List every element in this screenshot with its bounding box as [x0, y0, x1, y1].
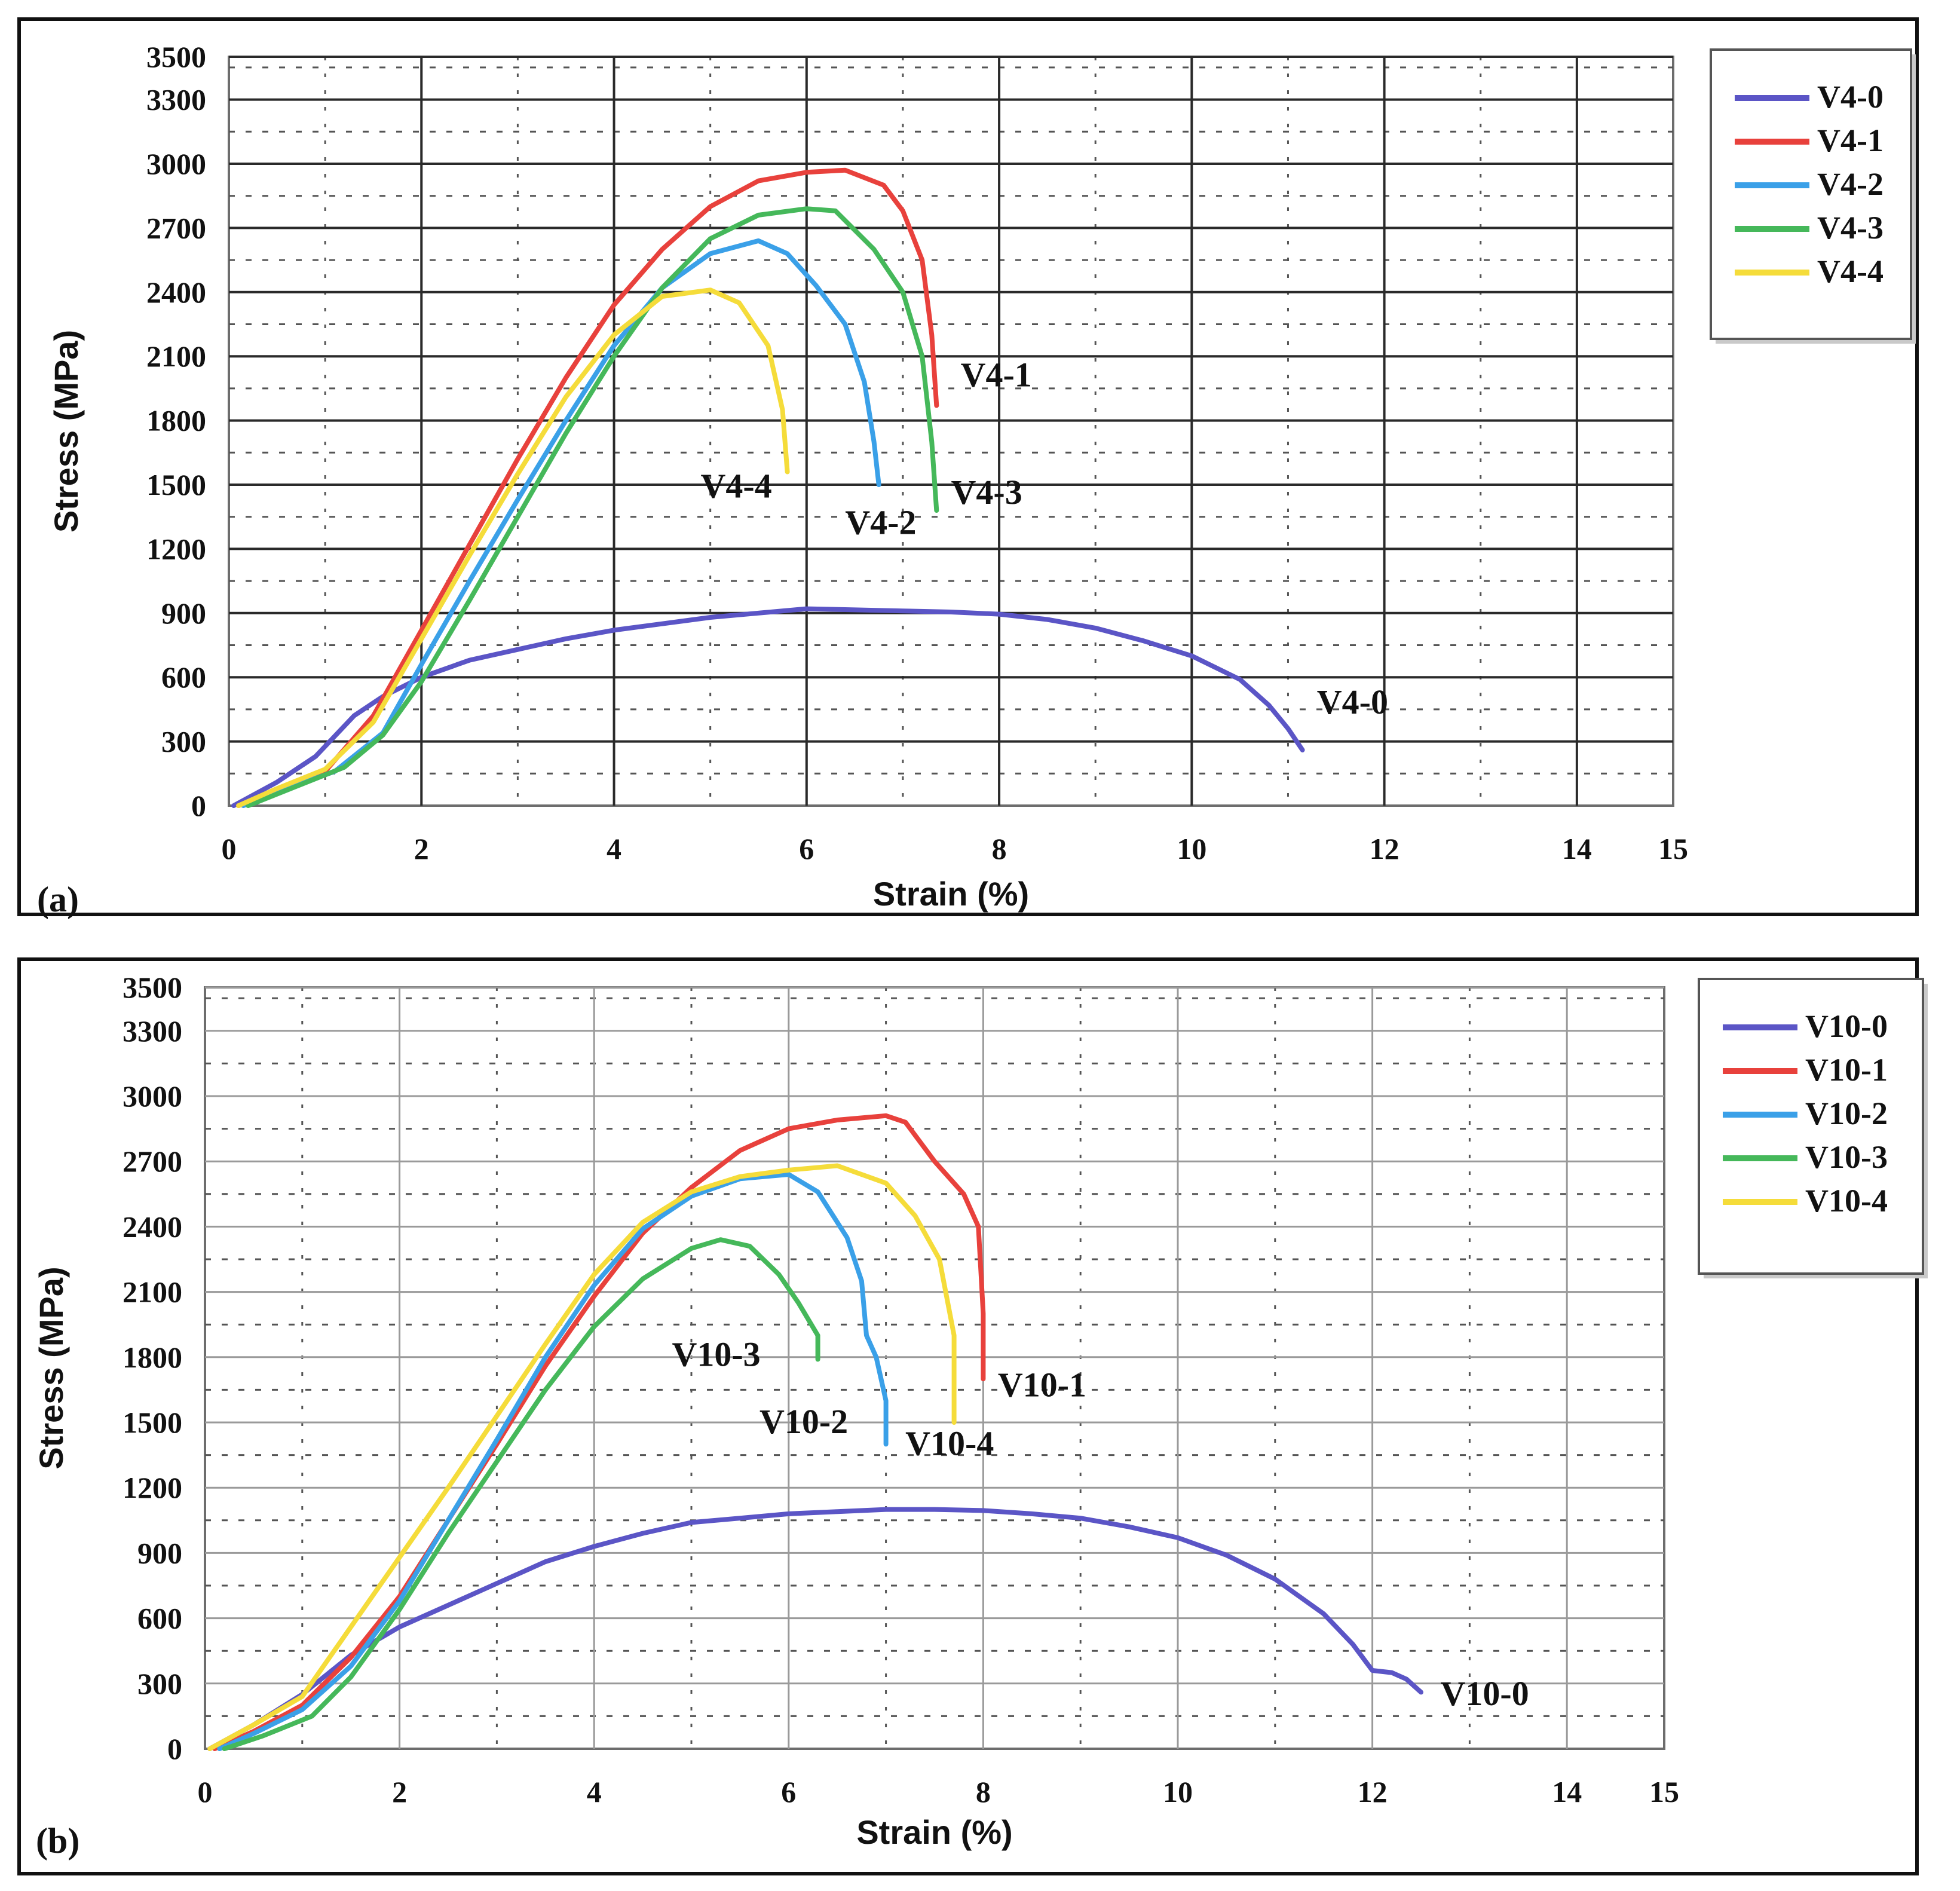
y-tick-label: 0 [167, 1732, 182, 1765]
x-tick-label: 15 [1658, 832, 1688, 865]
y-tick-label: 3300 [146, 83, 206, 117]
legend-label-v10-1: V10-1 [1805, 1052, 1888, 1088]
y-tick-label: 1200 [146, 532, 206, 565]
legend-label-v4-0: V4-0 [1817, 79, 1884, 115]
y-tick-label: 300 [137, 1667, 182, 1700]
x-tick-label: 8 [976, 1775, 991, 1809]
legend-label-v10-0: V10-0 [1805, 1008, 1888, 1044]
y-tick-label: 3300 [122, 1014, 182, 1048]
curve-label-v4-2: V4-2 [845, 503, 916, 541]
x-axis-title: Strain (%) [856, 1813, 1012, 1851]
series-line-v10-4 [207, 1163, 957, 1751]
x-tick-label: 8 [992, 832, 1007, 865]
y-tick-label: 1500 [146, 468, 206, 501]
x-tick-label: 14 [1552, 1775, 1582, 1809]
x-tick-label: 6 [781, 1775, 796, 1809]
legend-label-v4-4: V4-4 [1817, 253, 1884, 289]
y-tick-label: 3000 [146, 147, 206, 180]
y-tick-label: 1500 [122, 1406, 182, 1439]
y-tick-label: 600 [161, 660, 206, 694]
x-tick-label: 10 [1163, 1775, 1193, 1809]
minor-grid [229, 57, 1673, 806]
y-tick-label: 300 [161, 725, 206, 758]
y-tick-label: 3500 [122, 971, 182, 1004]
y-tick-label: 0 [191, 789, 206, 822]
panel-a: 0300600900120015001800210024002700300033… [17, 17, 1919, 919]
legend-label-v10-4: V10-4 [1805, 1183, 1888, 1219]
legend-label-v4-3: V4-3 [1817, 210, 1884, 246]
y-tick-label: 2100 [122, 1275, 182, 1309]
curve-label-v10-3: V10-3 [672, 1335, 760, 1373]
x-tick-label: 10 [1177, 832, 1206, 865]
curve-label-v4-0: V4-0 [1317, 683, 1388, 721]
panel-b: 0300600900120015001800210024002700300033… [17, 957, 1928, 1875]
major-grid [205, 986, 1664, 1749]
x-tick-label: 14 [1562, 832, 1592, 865]
legend-label-v10-3: V10-3 [1805, 1139, 1888, 1175]
x-tick-label: 4 [607, 832, 621, 865]
x-tick-label: 0 [222, 832, 237, 865]
y-tick-label: 900 [137, 1536, 182, 1569]
legend-label-v10-2: V10-2 [1805, 1096, 1888, 1131]
curve-label-v4-4: V4-4 [701, 466, 772, 505]
y-tick-label: 2100 [146, 339, 206, 373]
legend: V4-0 V4-1 V4-2 V4-3 V4-4 [1710, 48, 1916, 344]
y-axis-title: Stress (MPa) [32, 1266, 70, 1469]
y-tick-label: 2400 [122, 1210, 182, 1243]
x-tick-label: 2 [392, 1775, 407, 1809]
series-line-v10-1 [212, 1113, 986, 1751]
plot-area [204, 986, 1665, 1750]
y-axis-title: Stress (MPa) [47, 330, 85, 533]
y-tick-label: 2700 [122, 1145, 182, 1178]
panel-frame [17, 957, 1919, 1875]
curve-label-v10-0: V10-0 [1441, 1674, 1529, 1713]
curve-label-v10-2: V10-2 [760, 1402, 848, 1441]
y-tick-label: 1800 [122, 1341, 182, 1374]
y-tick-label: 2400 [146, 276, 206, 309]
y-tick-label: 900 [161, 596, 206, 630]
curve-label-v4-3: V4-3 [951, 473, 1022, 512]
y-tick-label: 600 [137, 1602, 182, 1635]
x-tick-label: 6 [799, 832, 814, 865]
y-tick-label: 1200 [122, 1471, 182, 1504]
legend-label-v4-2: V4-2 [1817, 166, 1884, 202]
series-line-v4-4 [236, 287, 790, 808]
major-grid [229, 56, 1673, 806]
panel-label: (b) [36, 1821, 79, 1861]
plot-area [228, 56, 1674, 807]
y-tick-label: 3500 [146, 40, 206, 74]
series-line-v10-2 [217, 1172, 889, 1751]
x-tick-label: 12 [1370, 832, 1399, 865]
legend: V10-0 V10-1 V10-2 V10-3 V10-4 [1698, 978, 1928, 1278]
y-tick-label: 3000 [122, 1079, 182, 1113]
curve-label-v4-1: V4-1 [961, 355, 1032, 394]
y-tick-label: 1800 [146, 404, 206, 437]
panel-label: (a) [37, 880, 79, 919]
legend-label-v4-1: V4-1 [1817, 123, 1884, 158]
series-line-v10-0 [207, 1507, 1423, 1751]
x-tick-label: 12 [1358, 1775, 1388, 1809]
series-line-v4-1 [236, 167, 939, 808]
y-tick-label: 2700 [146, 211, 206, 244]
series-line-v4-3 [246, 206, 939, 808]
curve-label-v10-4: V10-4 [905, 1424, 994, 1463]
series-line-v10-3 [222, 1237, 820, 1751]
x-tick-label: 4 [587, 1775, 602, 1809]
x-tick-label: 0 [198, 1775, 213, 1809]
curve-label-v10-1: V10-1 [998, 1365, 1086, 1404]
x-axis-title: Strain (%) [873, 875, 1029, 913]
x-tick-label: 15 [1649, 1775, 1679, 1809]
panel-frame [17, 17, 1919, 916]
x-tick-label: 2 [414, 832, 429, 865]
